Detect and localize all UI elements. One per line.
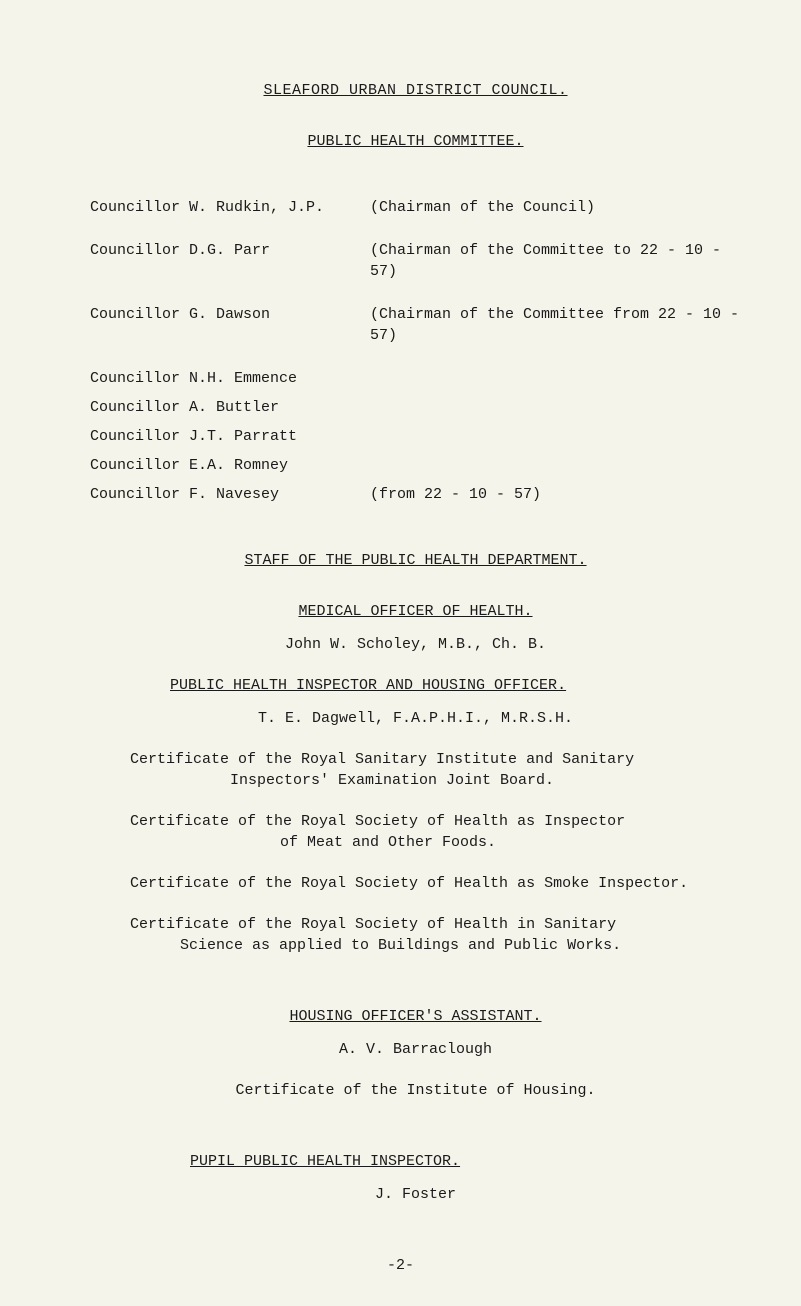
- council-left: Councillor N.H. Emmence: [90, 368, 370, 389]
- pphi-heading: PUPIL PUBLIC HEALTH INSPECTOR.: [190, 1151, 460, 1172]
- council-left: Councillor F. Navesey: [90, 484, 370, 505]
- cert-block: Certificate of the Royal Society of Heal…: [130, 811, 701, 853]
- cert-block: Certificate of the Royal Society of Heal…: [130, 873, 701, 894]
- moh-heading: MEDICAL OFFICER OF HEALTH.: [90, 601, 741, 622]
- council-left: Councillor J.T. Parratt: [90, 426, 370, 447]
- council-row: Councillor D.G. Parr (Chairman of the Co…: [90, 240, 741, 282]
- council-left: Councillor W. Rudkin, J.P.: [90, 197, 370, 218]
- cert-block: Certificate of the Royal Society of Heal…: [130, 914, 701, 956]
- council-row: Councillor W. Rudkin, J.P. (Chairman of …: [90, 197, 741, 218]
- cert-line: Certificate of the Royal Society of Heal…: [130, 914, 701, 935]
- council-left: Councillor E.A. Romney: [90, 455, 370, 476]
- council-row: Councillor G. Dawson (Chairman of the Co…: [90, 304, 741, 346]
- council-row: Councillor J.T. Parratt: [90, 426, 741, 447]
- council-row: Councillor E.A. Romney: [90, 455, 741, 476]
- page-number: -2-: [387, 1255, 414, 1276]
- pphi-name: J. Foster: [90, 1184, 741, 1205]
- council-right: (Chairman of the Council): [370, 197, 741, 218]
- council-right: (Chairman of the Committee from 22 - 10 …: [370, 304, 741, 346]
- council-left: Councillor D.G. Parr: [90, 240, 370, 282]
- council-row: Councillor N.H. Emmence: [90, 368, 741, 389]
- main-title: SLEAFORD URBAN DISTRICT COUNCIL.: [90, 80, 741, 101]
- staff-heading: STAFF OF THE PUBLIC HEALTH DEPARTMENT.: [90, 550, 741, 571]
- hoa-heading: HOUSING OFFICER'S ASSISTANT.: [90, 1006, 741, 1027]
- hoa-cert: Certificate of the Institute of Housing.: [90, 1080, 741, 1101]
- council-row: Councillor A. Buttler: [90, 397, 741, 418]
- phi-name: T. E. Dagwell, F.A.P.H.I., M.R.S.H.: [90, 708, 741, 729]
- sub-title: PUBLIC HEALTH COMMITTEE.: [90, 131, 741, 152]
- council-left: Councillor G. Dawson: [90, 304, 370, 346]
- cert-line: Certificate of the Royal Sanitary Instit…: [130, 749, 701, 770]
- council-right: (from 22 - 10 - 57): [370, 484, 741, 505]
- cert-line: Certificate of the Royal Society of Heal…: [130, 873, 701, 894]
- cert-block: Certificate of the Royal Sanitary Instit…: [130, 749, 701, 791]
- council-right: (Chairman of the Committee to 22 - 10 - …: [370, 240, 741, 282]
- council-row: Councillor F. Navesey (from 22 - 10 - 57…: [90, 484, 741, 505]
- cert-line: of Meat and Other Foods.: [280, 832, 701, 853]
- hoa-name: A. V. Barraclough: [90, 1039, 741, 1060]
- cert-line: Certificate of the Royal Society of Heal…: [130, 811, 701, 832]
- council-left: Councillor A. Buttler: [90, 397, 370, 418]
- moh-name: John W. Scholey, M.B., Ch. B.: [90, 634, 741, 655]
- cert-line: Science as applied to Buildings and Publ…: [180, 935, 701, 956]
- phi-heading: PUBLIC HEALTH INSPECTOR AND HOUSING OFFI…: [170, 675, 741, 696]
- cert-line: Inspectors' Examination Joint Board.: [230, 770, 701, 791]
